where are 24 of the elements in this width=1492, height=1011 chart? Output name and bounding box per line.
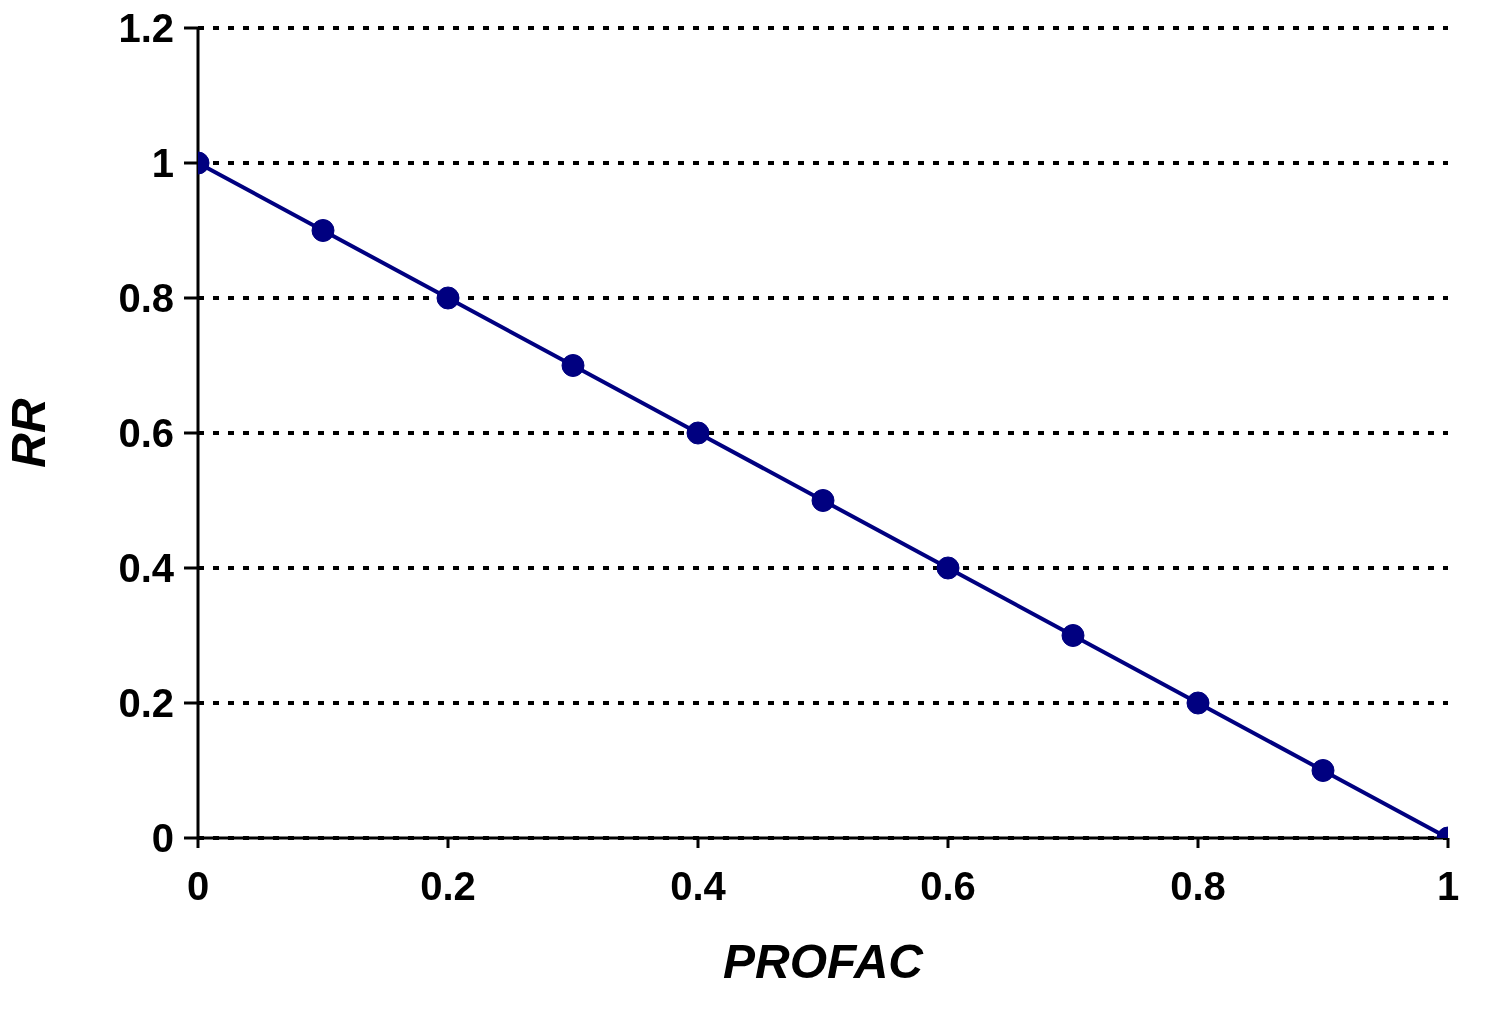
x-tick-label: 0.2: [420, 864, 476, 909]
point: [686, 421, 710, 445]
y-axis-title: RR: [2, 398, 56, 468]
x-tick-label: 0.4: [670, 864, 727, 909]
point: [1061, 624, 1085, 647]
point: [1311, 759, 1335, 782]
x-tick-label: 0.6: [920, 864, 976, 909]
x-axis-title: PROFAC: [722, 935, 925, 988]
y-tick-label: 0.6: [118, 411, 174, 456]
y-tick-label: 0: [151, 816, 174, 861]
y-tick-label: 0.8: [118, 276, 174, 321]
y-tick-label: 0.2: [118, 681, 174, 726]
x-tick-label: 0: [186, 864, 210, 909]
x-tick-label: 0.8: [1170, 864, 1226, 909]
y-tick-label: 1.2: [118, 6, 174, 51]
x-tick-label: 1: [1436, 864, 1460, 909]
point: [1186, 691, 1210, 715]
y-tick-label: 0.4: [118, 546, 175, 591]
point: [811, 489, 835, 512]
point: [561, 354, 585, 377]
point: [436, 286, 460, 310]
point: [311, 219, 335, 242]
y-tick-label: 1: [151, 141, 174, 186]
point: [936, 556, 960, 580]
